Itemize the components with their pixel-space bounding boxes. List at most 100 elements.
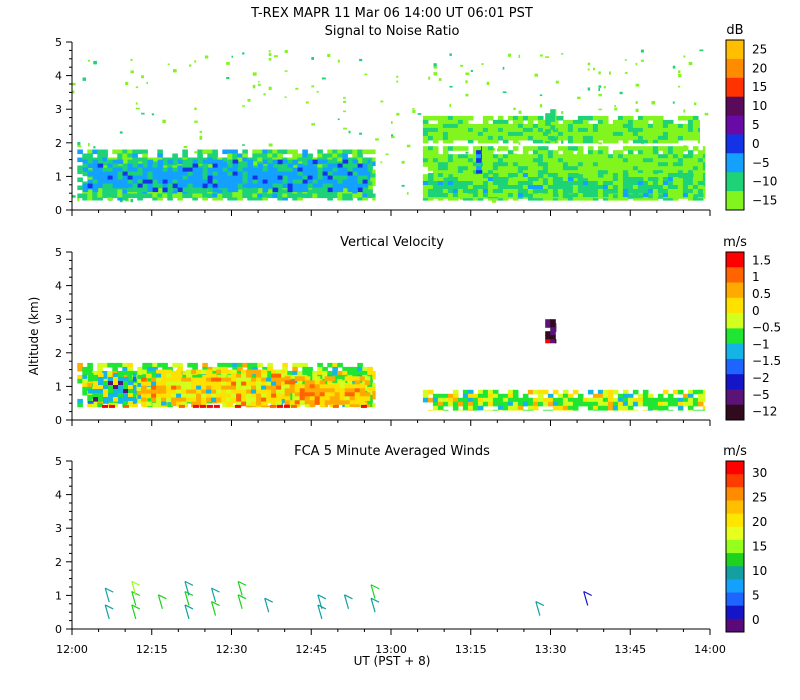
heat-cell <box>607 405 614 411</box>
heat-cell <box>172 157 178 163</box>
heat-cell <box>672 150 679 155</box>
heat-cell <box>186 369 192 375</box>
heat-cell <box>472 193 479 198</box>
heat-cell <box>622 397 629 403</box>
heat-cell <box>537 146 544 151</box>
heat-cell <box>427 409 434 411</box>
heat-cell <box>432 178 439 183</box>
heat-cell <box>457 146 464 151</box>
wind-barb-flag <box>370 597 380 603</box>
heat-cell <box>507 166 514 171</box>
heat-cell <box>304 380 311 385</box>
heat-cell <box>192 197 198 201</box>
heat-cell <box>227 163 234 169</box>
heat-cell <box>652 181 659 186</box>
heat-cell <box>667 162 674 167</box>
heat-cell <box>642 393 649 399</box>
heat-cell <box>302 175 309 181</box>
heat-cell <box>647 135 654 141</box>
heat-cell <box>412 110 416 113</box>
heat-cell <box>447 115 454 121</box>
heat-cell <box>294 404 301 408</box>
heat-cell <box>662 401 669 407</box>
heat-cell <box>297 187 304 193</box>
heat-cell <box>537 166 544 171</box>
heat-cell <box>442 409 449 411</box>
heat-cell <box>552 401 559 407</box>
heat-cell <box>567 177 574 182</box>
heat-cell <box>277 175 284 181</box>
heat-cell <box>677 178 684 183</box>
heat-cell <box>597 389 604 395</box>
heat-cell <box>637 131 644 137</box>
heat-cell <box>447 127 454 133</box>
heat-cell <box>201 369 207 375</box>
heat-cell <box>517 401 524 407</box>
heat-cell <box>642 170 649 175</box>
heat-cell <box>147 366 153 372</box>
heat-cell <box>226 393 232 399</box>
heat-cell <box>337 163 344 169</box>
heat-cell <box>271 389 277 395</box>
heat-cell <box>196 405 202 408</box>
heat-cell <box>457 189 464 194</box>
heat-cell <box>552 170 559 175</box>
heat-cell <box>702 162 706 167</box>
heat-cell <box>283 404 290 408</box>
heat-cell <box>537 189 544 194</box>
colorbar-label: −5 <box>752 156 770 170</box>
heat-cell <box>329 404 336 408</box>
heat-cell <box>427 127 434 133</box>
heat-cell <box>391 121 393 124</box>
heat-cell <box>232 362 238 368</box>
colorbar-label: 0.5 <box>752 287 771 301</box>
heat-cell <box>672 193 679 198</box>
heat-cell <box>217 366 223 372</box>
heat-cell <box>512 389 519 395</box>
heat-cell <box>467 115 474 121</box>
heat-cell <box>232 149 238 155</box>
heat-cell <box>237 366 243 372</box>
heat-cell <box>276 381 282 387</box>
heat-cell <box>127 370 133 376</box>
heat-cell <box>627 185 634 190</box>
heat-cell <box>682 177 689 182</box>
heat-cell <box>122 171 129 177</box>
heat-cell <box>502 131 509 137</box>
heat-cell <box>462 193 469 198</box>
heat-cell <box>314 384 321 389</box>
heat-cell <box>557 189 564 194</box>
heat-cell <box>497 119 504 125</box>
heat-cell <box>557 170 564 175</box>
heat-cell <box>472 123 479 129</box>
heat-cell <box>211 381 217 387</box>
heat-cell <box>502 91 507 93</box>
heat-cell <box>97 197 103 201</box>
figure-title: T-REX MAPR 11 Mar 06 14:00 UT 06:01 PST <box>250 6 533 21</box>
heat-cell <box>237 167 244 173</box>
heat-cell <box>472 397 479 403</box>
heat-cell <box>677 127 684 133</box>
heat-cell <box>152 183 159 189</box>
heat-cell <box>687 115 694 121</box>
heat-cell <box>347 370 353 376</box>
heat-cell <box>102 374 108 380</box>
heat-cell <box>422 127 429 133</box>
heat-cell <box>132 175 139 181</box>
heat-cell <box>108 385 114 390</box>
heat-cell <box>582 185 589 190</box>
heat-cell <box>122 197 128 201</box>
heat-cell <box>127 153 133 159</box>
heat-cell <box>442 150 449 155</box>
heat-cell <box>652 170 659 175</box>
heat-cell <box>542 194 549 199</box>
heat-cell <box>272 159 279 165</box>
heat-cell <box>151 113 155 116</box>
heat-cell <box>592 198 599 201</box>
wind-barb-shaft <box>131 591 137 606</box>
heat-cell <box>342 197 348 201</box>
heat-cell <box>151 393 157 399</box>
heat-cell <box>572 189 579 194</box>
heat-cell <box>677 154 684 159</box>
heat-cell <box>186 377 192 383</box>
